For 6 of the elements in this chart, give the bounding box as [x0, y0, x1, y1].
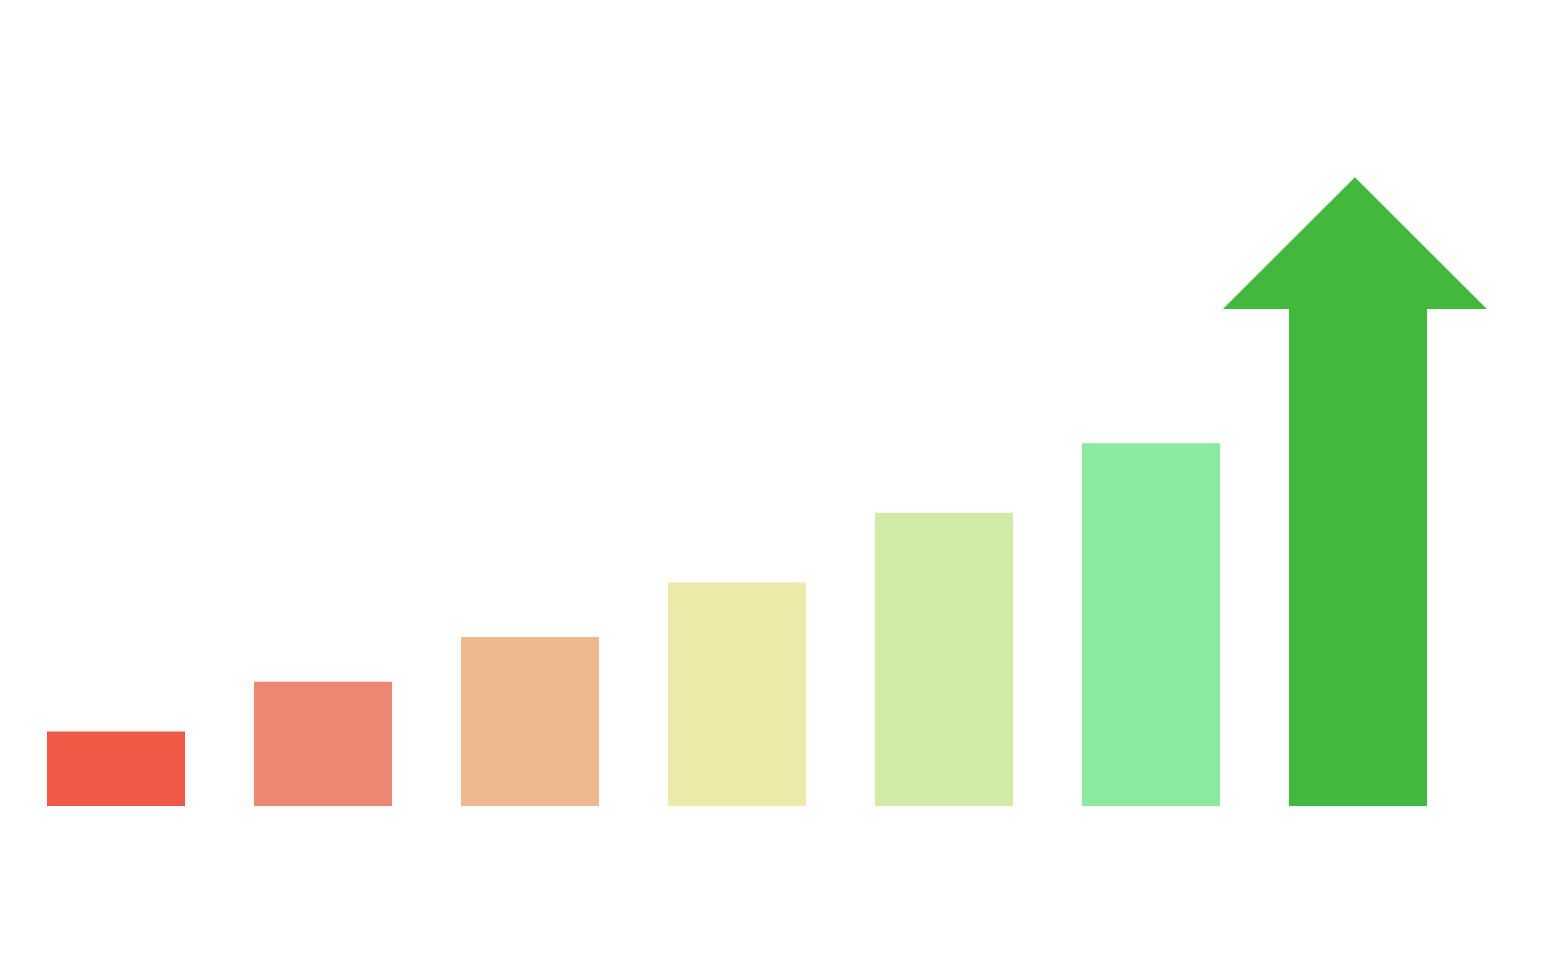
bar: [1082, 443, 1220, 806]
bar: [254, 681, 393, 806]
bar: [461, 637, 599, 806]
bar: [668, 582, 806, 806]
bar: [875, 512, 1013, 806]
bar: [47, 731, 186, 806]
